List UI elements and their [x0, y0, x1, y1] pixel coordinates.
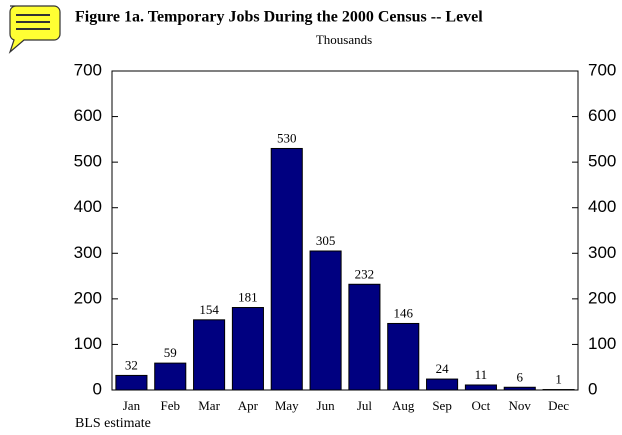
bar	[503, 386, 536, 391]
x-tick-label: Aug	[392, 398, 415, 413]
chart-title: Figure 1a. Temporary Jobs During the 200…	[75, 9, 483, 26]
y2-tick-label: 200	[588, 288, 616, 307]
x-tick-label: Apr	[238, 398, 259, 413]
y-tick-label: 300	[74, 243, 102, 262]
x-tick-label: Feb	[161, 398, 181, 413]
y2-tick-label: 700	[588, 60, 616, 79]
data-label: 6	[517, 369, 524, 384]
data-label: 181	[238, 290, 258, 305]
x-tick-label: Jul	[357, 398, 373, 413]
note-icon	[8, 5, 61, 54]
chart-subtitle: Thousands	[316, 32, 372, 47]
data-label: 1	[555, 372, 562, 387]
data-label: 146	[394, 305, 414, 320]
y-tick-label: 100	[74, 334, 102, 353]
y-tick-label: 200	[74, 288, 102, 307]
bar	[464, 384, 497, 391]
x-tick-label: May	[275, 398, 299, 413]
y-tick-label: 600	[74, 106, 102, 125]
bar	[154, 362, 187, 391]
bar	[115, 374, 148, 391]
x-tick-label: Nov	[509, 398, 532, 413]
x-tick-label: Jun	[317, 398, 336, 413]
bar	[309, 250, 342, 391]
y-tick-label: 0	[93, 379, 102, 398]
x-tick-label: Dec	[548, 398, 569, 413]
bar	[387, 322, 420, 391]
x-tick-label: Oct	[472, 398, 491, 413]
y2-tick-label: 0	[588, 379, 597, 398]
x-tick-label: Mar	[198, 398, 220, 413]
data-label: 530	[277, 130, 297, 145]
data-label: 305	[316, 233, 336, 248]
bar	[270, 147, 303, 391]
y2-tick-label: 400	[588, 197, 616, 216]
data-label: 59	[164, 345, 177, 360]
x-tick-label: Jan	[123, 398, 141, 413]
bar	[193, 319, 226, 391]
plot-frame	[111, 70, 579, 391]
x-tick-label: Sep	[432, 398, 452, 413]
y2-tick-label: 600	[588, 106, 616, 125]
data-label: 24	[436, 361, 450, 376]
y2-tick-label: 300	[588, 243, 616, 262]
y-tick-label: 400	[74, 197, 102, 216]
y-tick-label: 700	[74, 60, 102, 79]
y2-tick-label: 500	[588, 152, 616, 171]
data-label: 32	[125, 357, 138, 372]
source-note: BLS estimate	[75, 416, 151, 431]
data-label: 154	[199, 302, 219, 317]
y2-tick-label: 100	[588, 334, 616, 353]
bar	[231, 307, 264, 391]
y-tick-label: 500	[74, 152, 102, 171]
data-label: 11	[475, 367, 488, 382]
bar	[348, 283, 381, 391]
data-label: 232	[355, 266, 375, 281]
bar	[426, 378, 459, 391]
